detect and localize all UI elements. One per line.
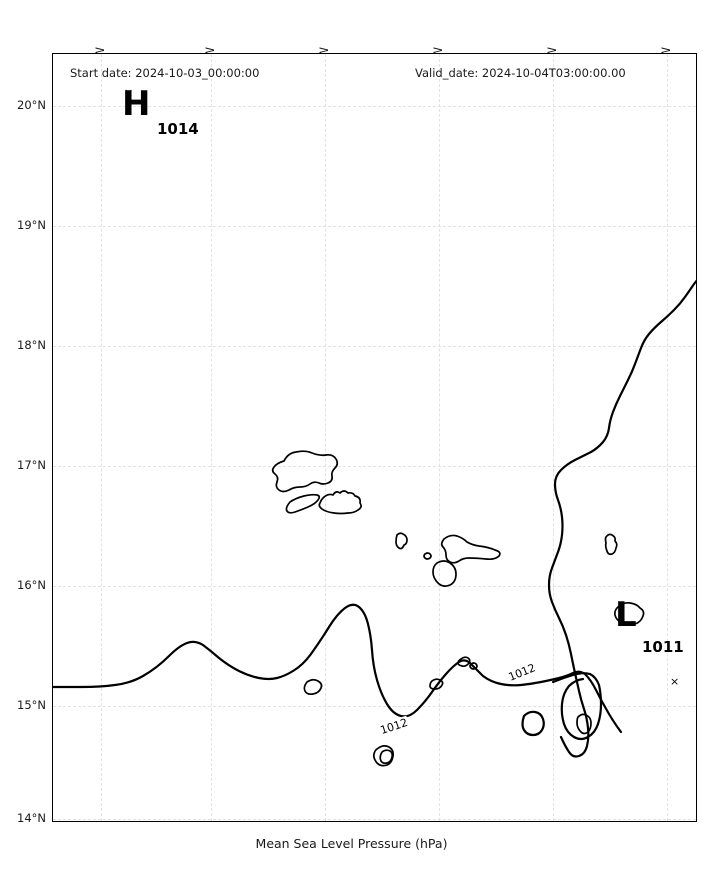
gridline-lat-17n: [53, 466, 696, 467]
low-centre-marker-icon: ×: [670, 675, 680, 688]
gridline-lon-25w: [325, 54, 326, 821]
coastline-island-4: [395, 532, 408, 550]
coastline-island-5: [423, 552, 432, 560]
coastline-island-6: [440, 534, 501, 564]
contour-1012-northeast: [547, 279, 696, 758]
contour-1012-small-loop: [521, 710, 545, 737]
y-tick-label-5: 15°N: [17, 698, 46, 712]
low-pressure-value: 1011: [642, 638, 684, 656]
y-tick-label-3: 17°N: [17, 458, 46, 472]
contour-1012-south: [53, 603, 623, 734]
y-tick-label-1: 19°N: [17, 218, 46, 232]
gridline-lat-16n: [53, 586, 696, 587]
coastline-group: [271, 450, 645, 767]
coastline-island-8: [604, 533, 618, 556]
gridline-lat-18n: [53, 346, 696, 347]
coastline-island-3: [318, 490, 362, 515]
low-pressure-letter: L: [615, 595, 637, 635]
gridline-lon-27w: [101, 54, 102, 821]
coastline-island-7: [432, 560, 457, 587]
start-date-label: Start date: 2024-10-03_00:00:00: [70, 66, 260, 80]
figure-caption: Mean Sea Level Pressure (hPa): [255, 836, 448, 851]
gridline-lon-22w: [667, 54, 668, 821]
gridline-lat-15n: [53, 706, 696, 707]
gridline-lat-14n: [53, 819, 696, 820]
coastline-island-12: [429, 678, 444, 690]
map-overlay: [53, 279, 696, 767]
gridline-lon-24w: [439, 54, 440, 821]
high-centre-marker-icon: ×: [124, 86, 134, 99]
y-tick-label-2: 18°N: [17, 338, 46, 352]
coastline-island-13: [372, 745, 395, 767]
valid-date-label: Valid_date: 2024-10-04T03:00:00.00: [415, 66, 626, 80]
gridline-lon-23w: [553, 54, 554, 821]
y-tick-label-6: 14°N: [17, 811, 46, 825]
gridline-lat-19n: [53, 226, 696, 227]
plot-area: 1012 1012 Start date: 2024-10-03_00:00:0…: [52, 53, 697, 822]
y-tick-label-0: 20°N: [17, 98, 46, 112]
gridline-lon-26w: [211, 54, 212, 821]
coastline-island-14: [379, 749, 394, 765]
coastline-island-11: [303, 678, 323, 696]
coastline-island-9: [613, 601, 645, 626]
contour-1012-loop: [551, 672, 603, 741]
y-tick-label-4: 16°N: [17, 578, 46, 592]
high-pressure-letter: H: [122, 84, 151, 124]
coastline-island-1: [271, 450, 339, 493]
coastline-island-2: [285, 493, 321, 514]
gridline-lat-20n: [53, 106, 696, 107]
high-pressure-value: 1014: [157, 120, 199, 138]
